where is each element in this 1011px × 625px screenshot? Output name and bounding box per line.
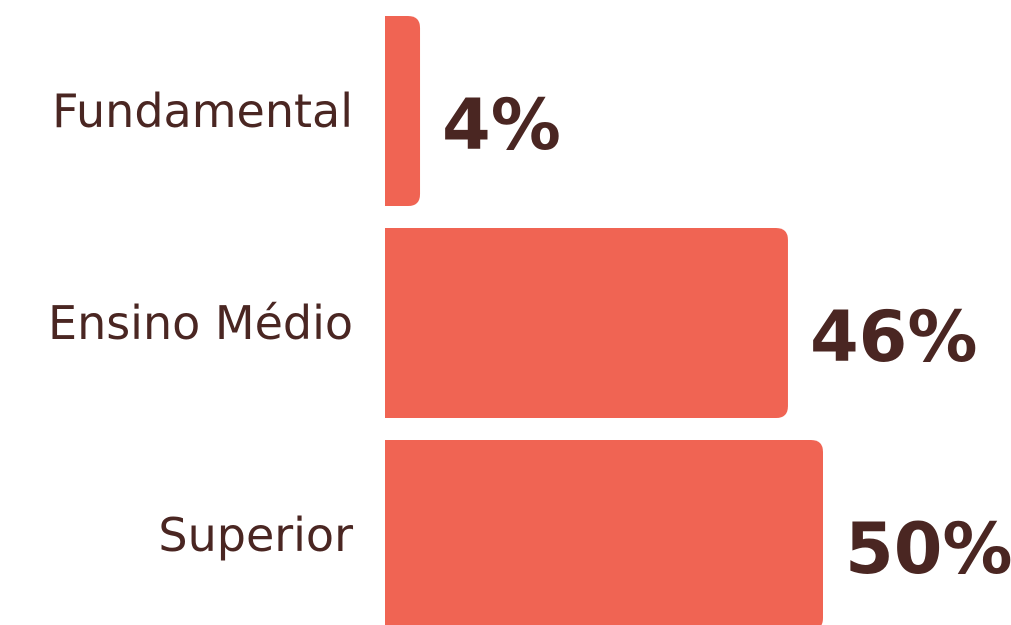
- bar: [385, 228, 788, 418]
- value-label: 4%: [442, 84, 561, 166]
- category-label: Fundamental: [52, 84, 353, 138]
- bar: [385, 440, 823, 625]
- category-label: Superior: [158, 508, 353, 562]
- value-label: 46%: [810, 296, 978, 378]
- category-label: Ensino Médio: [48, 296, 353, 350]
- bar: [385, 16, 421, 206]
- value-label: 50%: [845, 508, 1011, 590]
